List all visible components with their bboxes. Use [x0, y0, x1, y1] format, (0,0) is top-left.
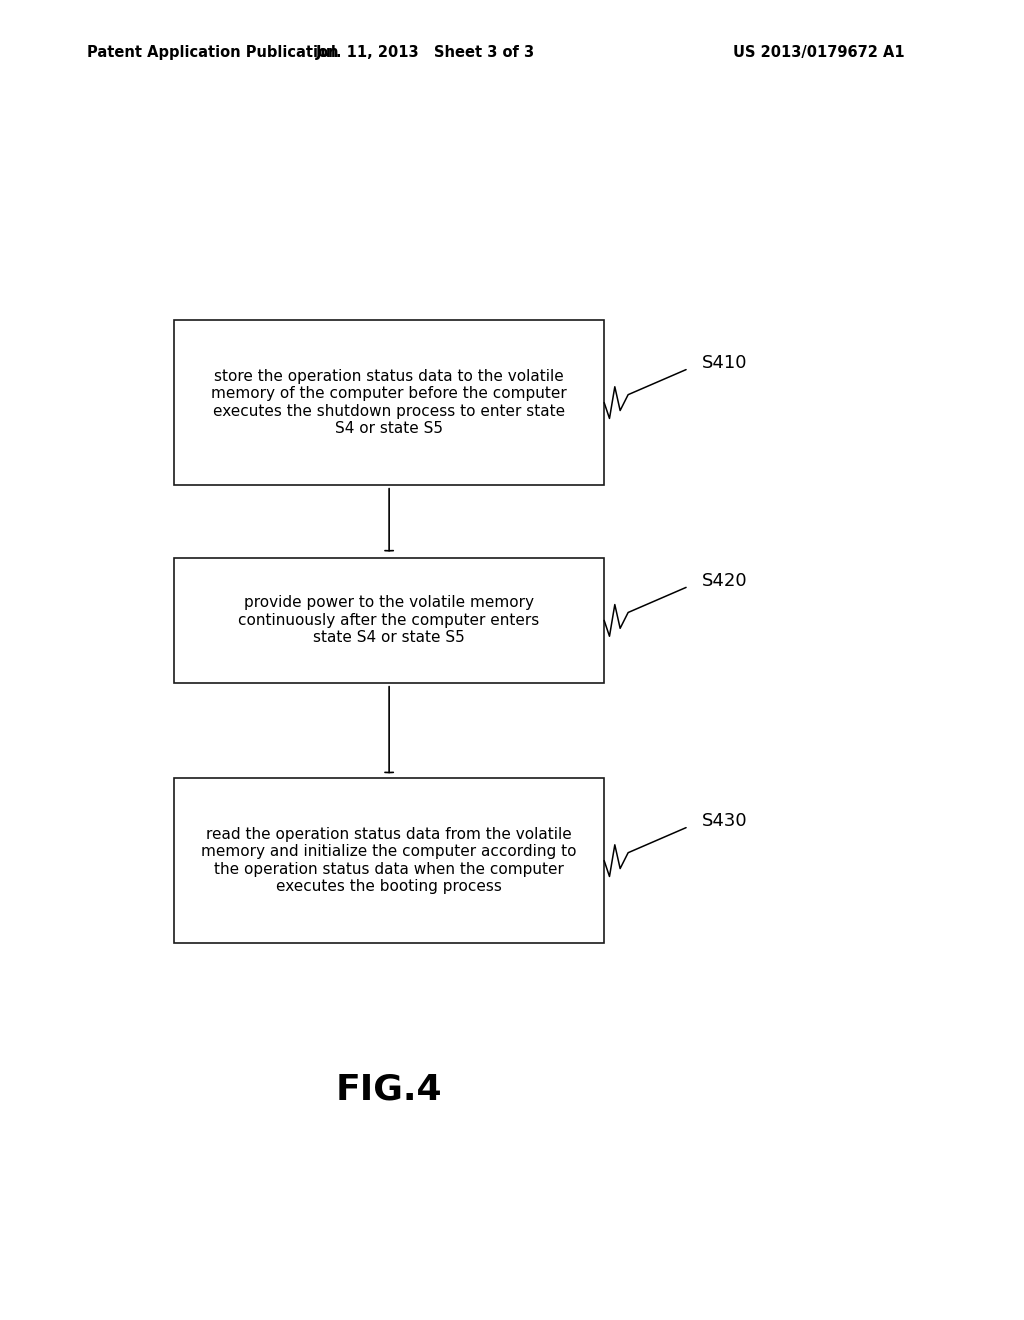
Text: US 2013/0179672 A1: US 2013/0179672 A1: [733, 45, 905, 61]
Text: S430: S430: [701, 812, 748, 830]
Text: Patent Application Publication: Patent Application Publication: [87, 45, 339, 61]
Text: read the operation status data from the volatile
memory and initialize the compu: read the operation status data from the …: [202, 828, 577, 894]
Text: S420: S420: [701, 572, 748, 590]
Text: store the operation status data to the volatile
memory of the computer before th: store the operation status data to the v…: [211, 370, 567, 436]
Text: S410: S410: [701, 354, 746, 372]
Bar: [174, 321, 604, 486]
Text: provide power to the volatile memory
continuously after the computer enters
stat: provide power to the volatile memory con…: [239, 595, 540, 645]
Bar: [174, 557, 604, 682]
Bar: [174, 779, 604, 942]
Text: Jul. 11, 2013   Sheet 3 of 3: Jul. 11, 2013 Sheet 3 of 3: [315, 45, 535, 61]
Text: FIG.4: FIG.4: [336, 1072, 442, 1106]
